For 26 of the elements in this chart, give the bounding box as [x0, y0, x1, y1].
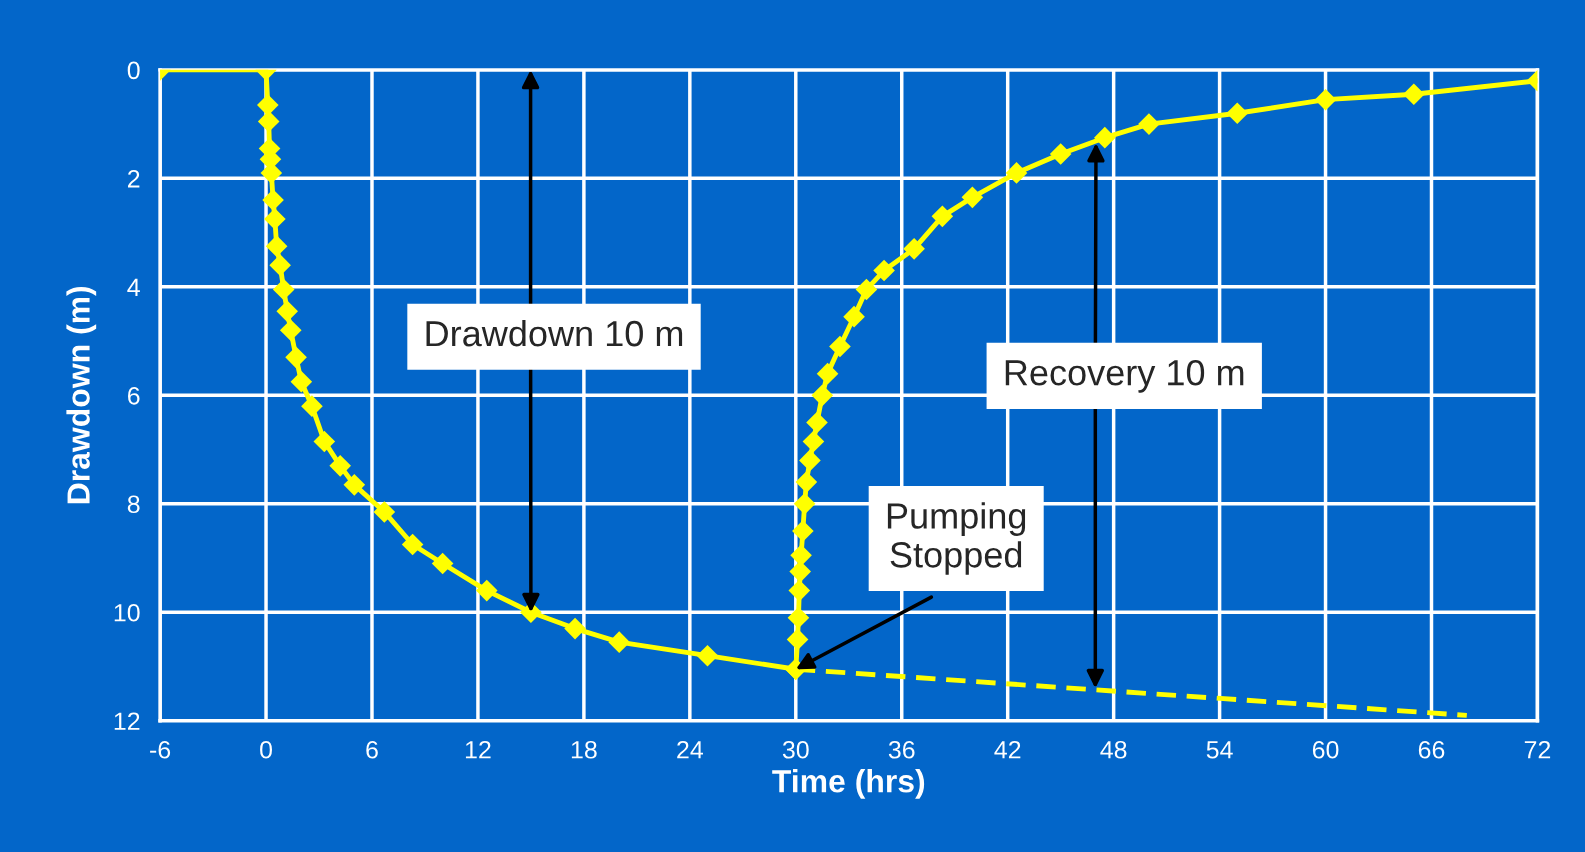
annotation: Pumping Stopped: [887, 502, 1026, 575]
x-tick-label: 48: [1100, 740, 1127, 759]
annotation: Drawdown 10 m: [426, 319, 683, 347]
x-tick-label: 0: [260, 740, 273, 759]
x-tick-label: -6: [150, 740, 171, 759]
y-tick-label: 2: [128, 169, 140, 188]
y-tick-label: 10: [114, 603, 140, 622]
x-tick-label: 12: [465, 740, 491, 759]
x-tick-label: 6: [366, 740, 378, 759]
x-tick-label: 60: [1312, 740, 1339, 759]
y-tick-label: 4: [127, 278, 140, 296]
y-axis-title: Drawdown (m): [66, 286, 97, 504]
x-tick-label: 24: [677, 740, 704, 759]
x-tick-label: 54: [1206, 741, 1233, 759]
x-axis-title: Time (hrs): [772, 769, 925, 799]
y-tick-label: 0: [127, 61, 140, 80]
y-tick-label: 8: [127, 495, 140, 514]
y-tick-label: 6: [128, 386, 140, 405]
x-tick-label: 42: [994, 740, 1021, 759]
x-tick-label: 30: [782, 740, 809, 759]
x-tick-label: 36: [888, 740, 915, 759]
x-tick-label: 18: [571, 740, 597, 759]
y-tick-label: 12: [114, 712, 140, 730]
x-tick-label: 66: [1418, 740, 1445, 759]
x-tick-label: 72: [1524, 740, 1551, 759]
annotation: Recovery 10 m: [1005, 359, 1244, 393]
